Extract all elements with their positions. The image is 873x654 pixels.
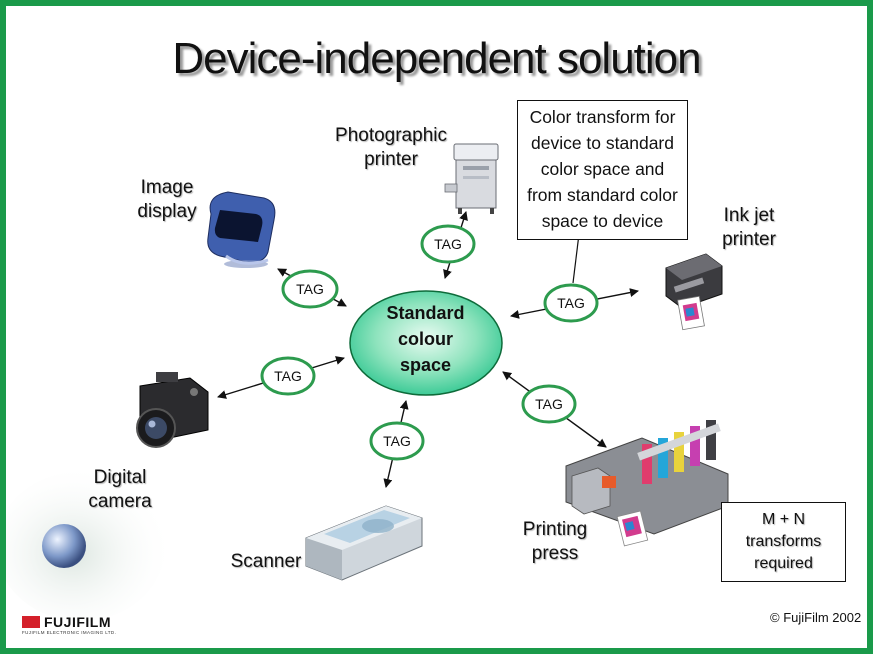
slide-title: Device-independent solution: [172, 34, 701, 83]
copyright: © FujiFilm 2002: [770, 610, 862, 625]
fujifilm-mark-icon: [22, 616, 40, 628]
tag-label: TAG: [557, 295, 585, 311]
tag-label: TAG: [383, 433, 411, 449]
label-line: printer: [364, 149, 418, 170]
note-line: device to standard: [530, 133, 674, 153]
fujifilm-logo: FUJIFILM FUJIFILM ELECTRONIC IMAGING LTD…: [22, 614, 116, 635]
center-line: Standard: [386, 303, 465, 323]
standard-colour-space-ellipse: [349, 290, 503, 396]
mn-line: M + N: [761, 511, 806, 528]
mn-transforms-box: M + N transforms required: [721, 502, 846, 582]
tag-label: TAG: [274, 368, 302, 384]
tag-ellipses: [260, 224, 599, 461]
logo-subtitle: FUJIFILM ELECTRONIC IMAGING LTD.: [22, 630, 117, 635]
tag-ellipse-inkjet: [543, 283, 599, 323]
image-display-image: [207, 191, 276, 268]
label-line: Scanner: [230, 551, 302, 572]
standard-colour-space-label: Standard colour space: [358, 300, 493, 378]
note-line: from standard color: [527, 185, 678, 205]
tag-label: TAG: [434, 236, 462, 252]
label-line: Digital: [93, 467, 147, 488]
label-line: display: [137, 201, 197, 222]
logo-name: FUJIFILM: [44, 614, 111, 630]
label-printing-press: Printing press: [514, 518, 596, 566]
tag-ellipse-camera: [260, 356, 316, 396]
color-transform-note: Color transform for device to standard c…: [517, 100, 688, 240]
label-line: Ink jet: [723, 205, 775, 226]
label-digital-camera: Digital camera: [78, 466, 162, 514]
mn-line: transforms: [745, 533, 822, 550]
note-line: Color transform for: [529, 107, 676, 127]
decorative-sphere: [6, 471, 166, 621]
label-image-display: Image display: [126, 176, 208, 224]
label-line: press: [531, 543, 579, 564]
tag-ellipse-scanner: [369, 421, 425, 461]
label-line: Photographic: [335, 125, 447, 146]
tag-label: TAG: [296, 281, 324, 297]
label-photographic-printer: Photographic printer: [331, 124, 451, 172]
tag-ellipse-photo: [420, 224, 476, 264]
tag-labels: TAG TAG TAG TAG TAG TAG: [274, 236, 585, 449]
diagram-canvas: TAG TAG TAG TAG TAG TAG: [6, 143, 729, 621]
label-line: Image: [140, 177, 194, 198]
label-line: Printing: [522, 519, 588, 540]
scanner-image: [305, 505, 423, 581]
tag-label: TAG: [535, 396, 563, 412]
label-line: camera: [88, 491, 152, 512]
label-inkjet-printer: Ink jet printer: [706, 204, 792, 252]
photographic-printer-image: [444, 143, 499, 214]
mn-line: required: [754, 555, 813, 572]
note-line: space to device: [541, 211, 664, 231]
tag-ellipse-press: [521, 384, 577, 424]
digital-camera-image: [136, 372, 209, 448]
inkjet-printer-image: [665, 253, 723, 331]
label-line: printer: [722, 229, 776, 250]
note-line: color space and: [540, 159, 665, 179]
center-line: space: [399, 355, 452, 375]
label-scanner: Scanner: [224, 550, 308, 574]
tag-ellipse-display: [281, 269, 339, 309]
printing-press-image: [565, 420, 729, 547]
center-line: colour: [397, 329, 453, 349]
note-pointer: [572, 233, 580, 284]
